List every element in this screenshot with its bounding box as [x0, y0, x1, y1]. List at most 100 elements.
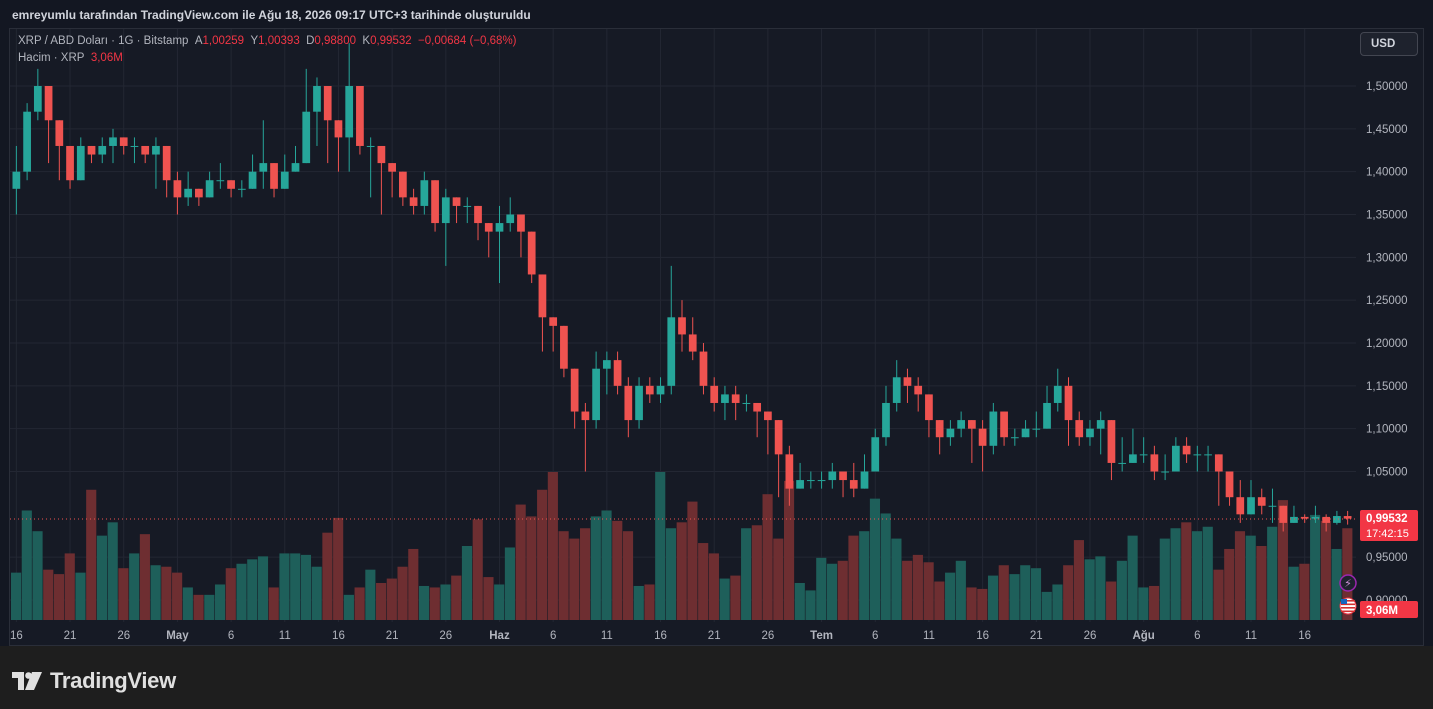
volume-bar — [11, 572, 22, 620]
caption-text: emreyumlu tarafından TradingView.com ile… — [12, 8, 531, 22]
candle-body — [1225, 471, 1234, 498]
us-flag-stripe — [1341, 607, 1355, 609]
candle-body — [774, 420, 783, 455]
candle-body — [978, 428, 987, 446]
candle-body — [66, 145, 74, 181]
tradingview-logo[interactable]: TradingView — [12, 668, 176, 694]
volume-bar — [837, 560, 848, 620]
currency-button[interactable]: USD — [1360, 32, 1418, 56]
volume-bar — [386, 578, 397, 620]
candle-body — [1236, 497, 1245, 515]
candle-body — [152, 145, 160, 155]
candle-body — [1161, 471, 1169, 473]
symbol-title[interactable]: XRP / ABD Doları · 1G · Bitstamp — [18, 35, 189, 47]
price-axis-label: 1,40000 — [1366, 167, 1408, 179]
volume-bar — [150, 565, 161, 620]
volume-bar — [987, 575, 999, 620]
volume-bar — [53, 574, 65, 620]
volume-bar — [504, 547, 515, 620]
volume-bar — [1159, 538, 1170, 620]
time-axis-label: 16 — [332, 630, 345, 642]
candle-body — [764, 411, 772, 421]
candle-body — [87, 145, 96, 155]
candle-body — [1343, 516, 1352, 519]
volume-bar — [945, 572, 956, 620]
time-axis-label: 11 — [601, 630, 613, 642]
volume-bar — [730, 575, 741, 620]
price-axis-label: 1,05000 — [1366, 467, 1408, 479]
volume-bar — [483, 577, 494, 620]
volume-bar — [118, 568, 129, 620]
volume-bar — [515, 504, 526, 620]
time-axis-label: 26 — [761, 630, 774, 642]
volume-bar — [1030, 568, 1042, 620]
candle-body — [635, 385, 643, 421]
volume-bar — [440, 584, 451, 620]
volume-bar — [622, 531, 634, 620]
candle-body — [710, 385, 719, 403]
volume-bar — [257, 556, 269, 620]
candle-body — [119, 137, 128, 146]
volume-bar — [923, 562, 934, 620]
candle-body — [656, 385, 665, 395]
time-axis-label: 6 — [872, 630, 878, 642]
candle-body — [796, 480, 804, 489]
candle-body — [957, 420, 966, 429]
volume-bar — [204, 594, 215, 620]
candle-body — [474, 205, 482, 224]
volume-bar — [1256, 546, 1267, 620]
volume-bar — [537, 489, 548, 620]
candle-body — [1064, 385, 1073, 421]
candle-body — [388, 163, 396, 172]
volume-bar — [107, 522, 118, 620]
volume-bar — [172, 572, 183, 620]
candle-body — [1247, 497, 1255, 515]
volume-bar — [934, 581, 945, 620]
time-axis-label: Ağu — [1132, 630, 1154, 642]
candle-body — [731, 394, 740, 403]
candle-body — [377, 145, 386, 164]
candle-body — [1107, 420, 1116, 463]
volume-bar — [558, 531, 569, 620]
volume-bar — [1170, 528, 1181, 620]
candle-body — [33, 86, 42, 112]
candle-body — [141, 145, 150, 155]
candle-body — [828, 471, 837, 481]
volume-label[interactable]: Hacim · XRP — [18, 52, 85, 64]
volume-bar — [751, 525, 762, 620]
volume-bar — [526, 516, 537, 620]
candle-body — [946, 428, 955, 438]
volume-bar — [783, 480, 795, 620]
candle-body — [721, 394, 729, 403]
volume-bar — [869, 498, 881, 620]
price-axis-label: 1,15000 — [1366, 381, 1408, 393]
price-axis-label: 1,50000 — [1366, 81, 1408, 93]
volume-bar — [418, 585, 430, 620]
volume-bar — [612, 520, 623, 620]
candle-body — [1086, 428, 1094, 438]
close-label: K — [362, 35, 371, 47]
time-axis-label: 11 — [279, 630, 291, 642]
volume-tag — [1360, 601, 1418, 618]
candle-body — [624, 385, 633, 421]
candle-body — [420, 180, 429, 206]
brand-name: TradingView — [50, 668, 176, 693]
ohlc-legend: XRP / ABD Doları · 1G · Bitstamp A1,0025… — [18, 35, 517, 47]
tradingview-logo-icon — [12, 672, 42, 690]
volume-bar — [955, 560, 966, 620]
candle-body — [205, 180, 214, 198]
volume-bar — [1234, 531, 1246, 620]
candle-body — [645, 385, 654, 395]
candle-body — [334, 120, 343, 138]
candle-body — [1150, 454, 1159, 472]
candle-body — [968, 420, 976, 429]
low-label: D — [306, 35, 315, 47]
top-caption-bar: emreyumlu tarafından TradingView.com ile… — [0, 0, 1433, 28]
volume-bar — [1342, 528, 1353, 620]
candle-body — [742, 402, 751, 404]
candle-body — [1333, 516, 1341, 523]
time-axis-label: 11 — [923, 630, 935, 642]
volume-bar — [322, 532, 333, 620]
candle-body — [463, 205, 472, 207]
